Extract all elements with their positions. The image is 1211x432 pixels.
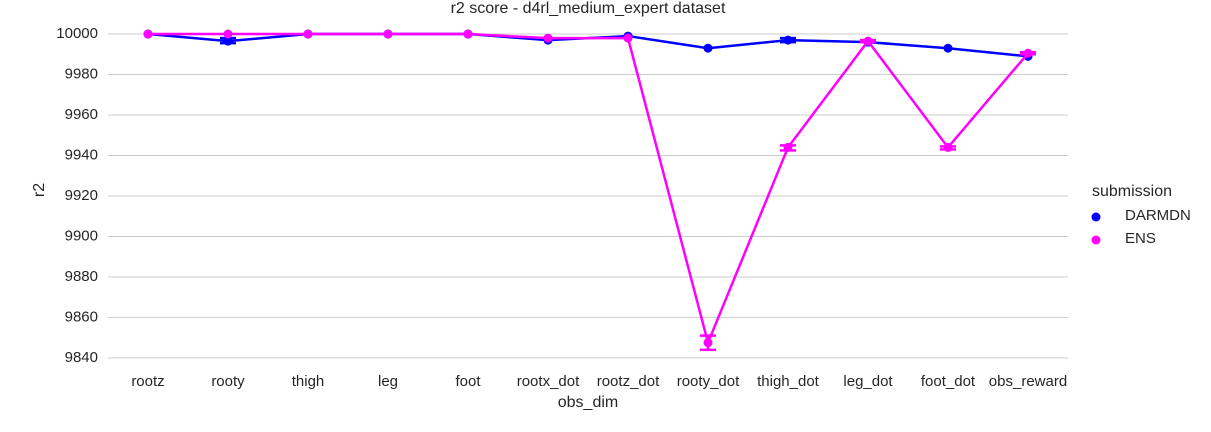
point xyxy=(863,36,873,46)
x-tick-label: rootz_dot xyxy=(597,373,660,390)
y-tick-label: 9840 xyxy=(65,349,98,366)
series-line xyxy=(148,32,1029,347)
y-tick-label: 9880 xyxy=(65,268,98,285)
x-tick-label: foot xyxy=(455,373,481,390)
point xyxy=(783,142,793,152)
point xyxy=(383,29,393,39)
point xyxy=(543,33,553,43)
x-tick-label: thigh_dot xyxy=(757,373,820,390)
point xyxy=(703,43,713,53)
x-tick-label: leg xyxy=(378,373,398,390)
point xyxy=(623,33,633,43)
point xyxy=(943,43,953,53)
y-tick-label: 9860 xyxy=(65,308,98,325)
x-tick-label: rooty xyxy=(211,373,245,390)
y-tick-label: 10000 xyxy=(56,25,98,42)
y-tick-label: 9980 xyxy=(65,65,98,82)
point xyxy=(223,36,233,46)
x-tick-label: rooty_dot xyxy=(677,373,740,390)
legend-label: DARMDN xyxy=(1125,207,1191,224)
x-tick-label: rootx_dot xyxy=(517,373,580,390)
legend-marker xyxy=(1091,212,1101,222)
point xyxy=(943,142,953,152)
point xyxy=(223,29,233,39)
y-tick-label: 9900 xyxy=(65,227,98,244)
point xyxy=(703,338,713,348)
point xyxy=(303,29,313,39)
chart-title: r2 score - d4rl_medium_expert dataset xyxy=(451,0,726,17)
x-tick-label: foot_dot xyxy=(921,373,976,390)
y-axis-label: r2 xyxy=(31,183,48,197)
y-tick-label: 9920 xyxy=(65,187,98,204)
point xyxy=(1023,48,1033,58)
x-tick-label: obs_reward xyxy=(989,373,1067,390)
x-tick-label: leg_dot xyxy=(843,373,893,390)
point xyxy=(143,29,153,39)
x-tick-label: thigh xyxy=(292,373,325,390)
y-tick-label: 9960 xyxy=(65,106,98,123)
legend-label: ENS xyxy=(1125,230,1156,247)
y-tick-label: 9940 xyxy=(65,146,98,163)
point xyxy=(463,29,473,39)
x-tick-label: rootz xyxy=(131,373,164,390)
x-axis-label: obs_dim xyxy=(558,394,618,411)
legend-title: submission xyxy=(1092,183,1172,200)
legend-marker xyxy=(1091,235,1101,245)
point xyxy=(783,35,793,45)
